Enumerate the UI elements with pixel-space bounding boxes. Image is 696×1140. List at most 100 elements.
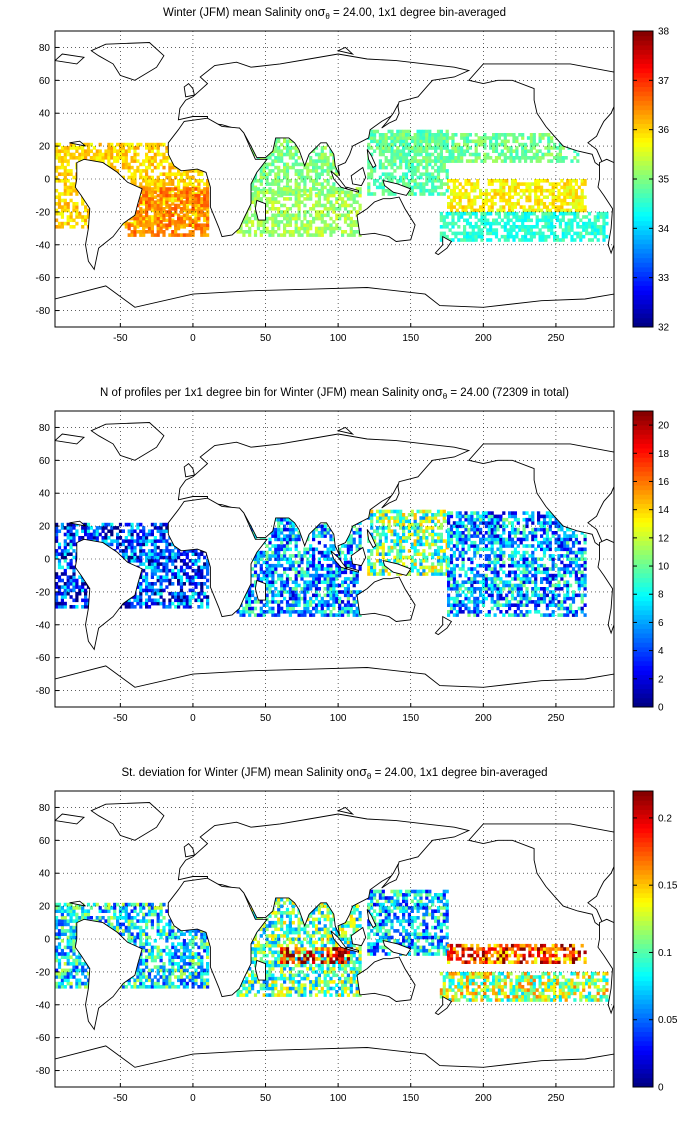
data-cell — [159, 578, 163, 583]
data-cell — [407, 136, 411, 140]
data-cell — [378, 162, 382, 167]
colorbar-swatch — [633, 137, 653, 143]
colorbar-swatch — [633, 290, 653, 296]
data-cell — [268, 197, 272, 201]
data-cell — [297, 197, 301, 201]
data-cell — [349, 197, 353, 201]
data-cell — [277, 213, 281, 218]
data-cell — [162, 179, 166, 183]
data-cell — [550, 152, 554, 157]
data-cell — [506, 238, 510, 242]
data-cell — [245, 603, 249, 607]
data-cell — [60, 572, 64, 576]
data-cell — [145, 156, 149, 160]
data-cell — [486, 231, 490, 236]
data-cell — [262, 577, 266, 581]
data-cell — [413, 156, 417, 160]
data-cell — [332, 220, 336, 224]
data-cell — [465, 238, 470, 242]
data-cell — [436, 152, 441, 157]
data-cell — [291, 527, 295, 532]
data-cell — [390, 192, 394, 196]
data-cell — [185, 549, 189, 553]
data-cell — [145, 598, 149, 603]
data-cell — [560, 205, 564, 209]
data-cell — [203, 582, 207, 586]
data-cell — [309, 554, 313, 558]
data-cell — [439, 182, 443, 186]
data-cell — [320, 220, 324, 224]
data-cell — [139, 162, 143, 167]
data-cell — [288, 554, 292, 558]
data-cell — [309, 610, 313, 614]
data-cell — [171, 230, 175, 234]
data-cell — [130, 555, 134, 560]
data-cell — [396, 152, 400, 157]
data-cell — [268, 590, 272, 594]
data-cell — [147, 179, 152, 183]
data-cell — [142, 216, 146, 221]
data-cell — [451, 238, 455, 242]
data-cell — [69, 215, 73, 219]
data-cell — [457, 215, 461, 219]
data-cell — [445, 139, 449, 144]
data-cell — [326, 197, 330, 201]
data-cell — [142, 562, 146, 566]
data-cell — [248, 593, 252, 598]
data-cell — [419, 129, 423, 134]
data-cell — [512, 156, 516, 160]
data-cell — [381, 192, 385, 196]
data-cell — [434, 142, 438, 147]
data-cell — [320, 613, 324, 617]
colorbar-swatch — [633, 188, 653, 194]
data-cell — [454, 159, 458, 163]
colorbar-swatch — [633, 313, 653, 319]
data-cell — [78, 591, 82, 596]
data-cell — [283, 175, 287, 180]
data-cell — [150, 539, 154, 543]
data-cell — [580, 198, 584, 203]
data-cell — [404, 129, 409, 134]
data-cell — [277, 547, 281, 552]
data-cell — [177, 591, 181, 596]
data-cell — [150, 182, 154, 186]
data-cell — [133, 146, 137, 150]
data-cell — [320, 580, 324, 584]
data-cell — [177, 203, 181, 208]
data-cell — [390, 142, 394, 147]
data-cell — [185, 552, 189, 556]
data-cell — [165, 522, 169, 527]
data-cell — [294, 577, 298, 581]
data-cell — [171, 233, 175, 237]
data-cell — [439, 179, 443, 183]
data-cell — [291, 537, 295, 542]
data-cell — [177, 223, 181, 227]
data-cell — [280, 203, 284, 208]
data-cell — [162, 578, 166, 583]
data-cell — [492, 159, 496, 163]
data-cell — [312, 179, 316, 183]
data-cell — [81, 225, 85, 229]
data-cell — [188, 598, 192, 603]
data-cell — [191, 591, 195, 596]
data-cell — [529, 225, 533, 229]
data-cell — [280, 210, 284, 214]
data-cell — [171, 549, 175, 553]
data-cell — [66, 591, 70, 596]
data-cell — [587, 218, 592, 223]
data-cell — [142, 175, 146, 180]
data-cell — [139, 169, 143, 173]
data-cell — [378, 165, 382, 170]
data-cell — [323, 573, 327, 578]
data-cell — [355, 200, 359, 204]
data-cell — [291, 606, 295, 611]
data-cell — [159, 585, 163, 589]
data-cell — [503, 156, 507, 160]
data-cell — [277, 610, 281, 614]
data-cell — [410, 146, 414, 150]
data-cell — [332, 165, 336, 170]
data-cell — [265, 175, 269, 180]
data-cell — [288, 223, 292, 227]
data-cell — [551, 195, 555, 199]
data-cell — [557, 208, 561, 213]
